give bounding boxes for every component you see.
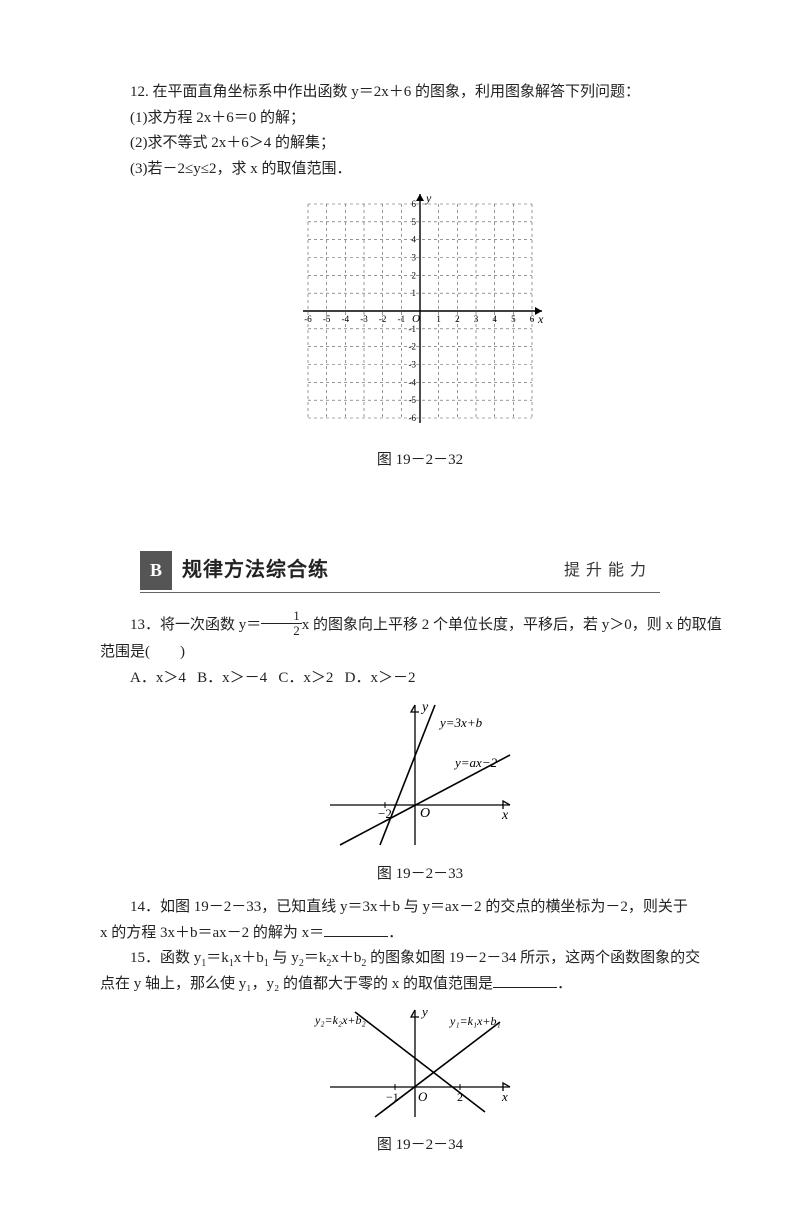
figure-caption: 图 19－2－32 [100, 448, 740, 474]
svg-text:2: 2 [455, 314, 460, 324]
svg-text:y: y [420, 1004, 428, 1019]
svg-text:-5: -5 [323, 314, 331, 324]
svg-text:-1: -1 [398, 314, 406, 324]
figure-19-2-32: -6-5-4-3-2-1123456-6-5-4-3-2-1123456Oxy … [100, 186, 740, 473]
q13-option-d: D．x＞－2 [345, 670, 416, 686]
q13-stem: 13．将一次函数 y＝12x 的图象向上平移 2 个单位长度，平移后，若 y＞0… [100, 611, 740, 641]
q12-part3: (3)若－2≤y≤2，求 x 的取值范围． [100, 157, 740, 183]
svg-text:6: 6 [412, 199, 417, 209]
q13-stem-line2: 范围是( ) [100, 640, 740, 666]
svg-text:x: x [501, 1089, 508, 1104]
svg-text:3: 3 [474, 314, 479, 324]
svg-text:-2: -2 [379, 314, 387, 324]
svg-text:2: 2 [412, 270, 417, 280]
svg-text:-6: -6 [409, 413, 417, 423]
svg-text:-3: -3 [360, 314, 368, 324]
figure-34-svg: −1 O 2 x y y₁=k₁x+b₁ y₂=k₂x+b₂ [310, 1002, 530, 1122]
svg-text:1: 1 [412, 288, 417, 298]
q13-options: A．x＞4 B．x＞－4 C．x＞2 D．x＞－2 [100, 666, 740, 692]
svg-text:-4: -4 [342, 314, 350, 324]
figure-34-caption: 图 19－2－34 [100, 1133, 740, 1159]
svg-text:y=ax−2: y=ax−2 [453, 755, 498, 770]
section-title: 规律方法综合练 [182, 553, 564, 587]
q14-line2: x 的方程 3x＋b＝ax－2 的解为 x＝． [100, 921, 740, 947]
svg-text:−1: −1 [386, 1090, 399, 1104]
fraction-one-half: 12 [261, 609, 302, 639]
figure-33-caption: 图 19－2－33 [100, 862, 740, 888]
svg-text:1: 1 [436, 314, 441, 324]
svg-text:-2: -2 [409, 342, 417, 352]
section-b-header: B 规律方法综合练 提升能力 [140, 551, 660, 593]
q12-part1: (1)求方程 2x＋6＝0 的解； [100, 106, 740, 132]
svg-text:3: 3 [412, 253, 417, 263]
figure-19-2-33: −2 O x y y=3x+b y=ax−2 图 19－2－33 [100, 695, 740, 887]
svg-text:2: 2 [457, 1090, 463, 1104]
svg-text:O: O [412, 313, 420, 325]
q14-blank [324, 921, 388, 937]
q15-blank [493, 972, 557, 988]
q13-option-b: B．x＞－4 [197, 670, 267, 686]
svg-text:O: O [418, 1089, 428, 1104]
svg-text:-5: -5 [409, 395, 417, 405]
svg-text:5: 5 [412, 217, 417, 227]
svg-text:y: y [425, 191, 432, 205]
figure-19-2-34: −1 O 2 x y y₁=k₁x+b₁ y₂=k₂x+b₂ 图 19－2－34 [100, 1002, 740, 1159]
svg-text:-1: -1 [409, 324, 417, 334]
svg-text:4: 4 [492, 314, 497, 324]
q15-line2: 点在 y 轴上，那么使 y₁，y₂ 的值都大于零的 x 的取值范围是． [100, 972, 740, 998]
svg-text:y₁=k₁x+b₁: y₁=k₁x+b₁ [449, 1014, 501, 1028]
q12-part2: (2)求不等式 2x＋6＞4 的解集； [100, 131, 740, 157]
q15-line1: 15．函数 y1＝k1x＋b1 与 y2＝k2x＋b2 的图象如图 19－2－3… [100, 946, 740, 972]
svg-text:y=3x+b: y=3x+b [438, 715, 483, 730]
figure-33-svg: −2 O x y y=3x+b y=ax−2 [320, 695, 520, 850]
svg-text:5: 5 [511, 314, 516, 324]
svg-text:x: x [501, 808, 509, 823]
q14-line1: 14．如图 19－2－33，已知直线 y＝3x＋b 与 y＝ax－2 的交点的横… [100, 895, 740, 921]
svg-text:O: O [420, 806, 430, 821]
svg-text:x: x [537, 312, 544, 326]
svg-text:-6: -6 [304, 314, 312, 324]
q13-option-c: C．x＞2 [278, 670, 333, 686]
q12-stem: 12. 在平面直角坐标系中作出函数 y＝2x＋6 的图象，利用图象解答下列问题： [100, 80, 740, 106]
svg-text:−2: −2 [378, 806, 392, 821]
section-subtitle: 提升能力 [564, 557, 652, 584]
svg-text:y₂=k₂x+b₂: y₂=k₂x+b₂ [314, 1013, 366, 1027]
svg-text:6: 6 [530, 314, 535, 324]
svg-text:y: y [420, 700, 429, 715]
svg-text:4: 4 [412, 235, 417, 245]
svg-text:-4: -4 [409, 377, 417, 387]
coordinate-grid: -6 -5 -4 -3 -2 -1 1 2 3 4 5 6 -6 -5 -4 -3 -2 -1 1 2 3 4 5 6 Ox y [290, 186, 550, 436]
section-badge: B [140, 551, 172, 590]
svg-text:-3: -3 [409, 360, 417, 370]
q13-option-a: A．x＞4 [130, 670, 186, 686]
